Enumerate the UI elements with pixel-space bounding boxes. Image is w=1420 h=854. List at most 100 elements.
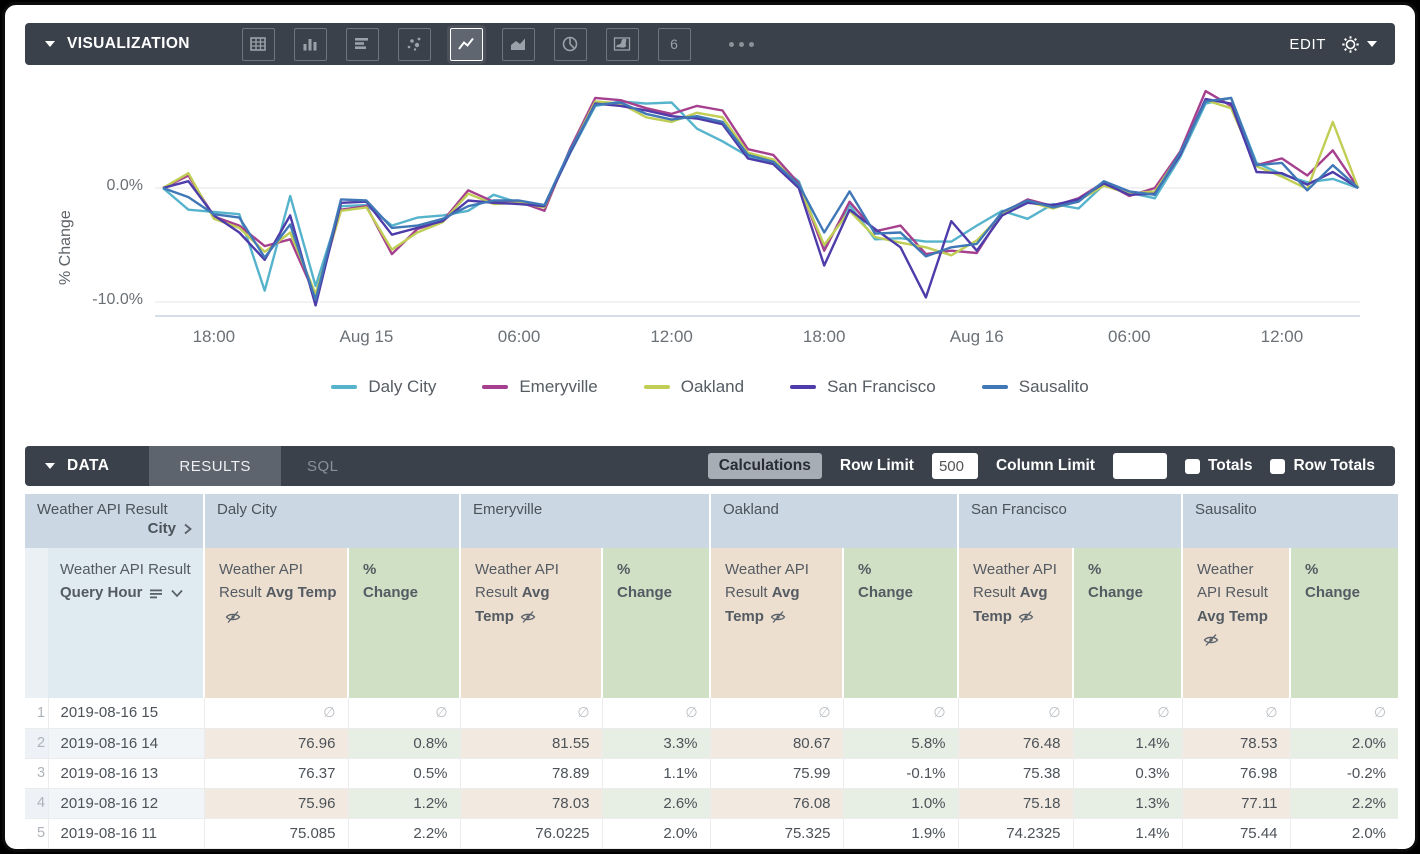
pct-change-cell[interactable]: ∅ <box>347 698 461 729</box>
column-header-pct-change[interactable]: % Change <box>1072 548 1183 698</box>
avg-temp-cell[interactable]: ∅ <box>957 698 1074 729</box>
data-collapse-caret-icon[interactable] <box>45 463 55 469</box>
avg-temp-cell[interactable]: 78.53 <box>1181 728 1291 759</box>
avg-temp-cell[interactable]: 76.96 <box>203 728 348 759</box>
column-group-header-daly-city[interactable]: Daly City <box>202 494 461 548</box>
avg-temp-cell[interactable]: 75.44 <box>1181 818 1291 849</box>
avg-temp-cell[interactable]: 75.38 <box>957 758 1074 789</box>
viz-type-line-chart[interactable] <box>449 27 483 61</box>
hour-cell[interactable]: 2019-08-16 14 <box>47 728 204 759</box>
avg-temp-cell[interactable]: 76.48 <box>957 728 1074 759</box>
pct-change-cell[interactable]: 2.2% <box>347 818 461 849</box>
viz-type-table[interactable] <box>241 27 275 61</box>
avg-temp-cell[interactable]: ∅ <box>709 698 844 729</box>
column-header-avg-temp[interactable]: Weather API Result Avg Temp <box>709 548 844 698</box>
pct-change-cell[interactable]: 2.0% <box>1289 728 1399 759</box>
row-totals-checkbox[interactable] <box>1270 458 1286 474</box>
pct-change-cell[interactable]: 2.6% <box>601 788 711 819</box>
column-header-query-hour[interactable]: Weather API Result Query Hour <box>48 548 204 698</box>
pct-change-cell[interactable]: ∅ <box>842 698 959 729</box>
settings-button[interactable] <box>1340 34 1377 55</box>
line-chart-icon <box>458 37 475 50</box>
column-header-avg-temp[interactable]: Weather API Result Avg Temp <box>957 548 1074 698</box>
avg-temp-cell[interactable]: ∅ <box>203 698 348 729</box>
pct-change-cell[interactable]: 0.3% <box>1072 758 1183 789</box>
avg-temp-cell[interactable]: 75.96 <box>203 788 348 819</box>
tab-results[interactable]: RESULTS <box>149 446 281 486</box>
pct-change-cell[interactable]: -0.1% <box>842 758 959 789</box>
table-row: 1 2019-08-16 15 ∅ ∅ ∅ ∅ ∅ ∅ ∅ ∅ ∅ ∅ <box>25 698 1399 729</box>
avg-temp-cell[interactable]: 74.2325 <box>957 818 1074 849</box>
pivot-header-city[interactable]: Weather API Result City <box>25 494 204 548</box>
column-header-avg-temp[interactable]: Weather API Result Avg Temp <box>1181 548 1291 698</box>
tab-sql[interactable]: SQL <box>306 457 339 475</box>
legend-swatch <box>482 385 509 389</box>
pct-change-cell[interactable]: ∅ <box>601 698 711 729</box>
column-header-pct-change[interactable]: % Change <box>842 548 959 698</box>
pct-change-cell[interactable]: 2.0% <box>1289 818 1399 849</box>
avg-temp-cell[interactable]: 81.55 <box>459 728 603 759</box>
pct-change-cell[interactable]: 5.8% <box>842 728 959 759</box>
calculations-button[interactable]: Calculations <box>707 453 822 479</box>
totals-checkbox[interactable] <box>1184 458 1200 474</box>
hour-cell[interactable]: 2019-08-16 13 <box>47 758 204 789</box>
column-group-header-emeryville[interactable]: Emeryville <box>459 494 711 548</box>
pct-change-cell[interactable]: 0.8% <box>347 728 461 759</box>
pct-change-cell[interactable]: 1.4% <box>1072 728 1183 759</box>
column-group-header-oakland[interactable]: Oakland <box>709 494 959 548</box>
avg-temp-cell[interactable]: 75.99 <box>709 758 844 789</box>
viz-type-column-chart[interactable] <box>293 27 327 61</box>
pct-change-cell[interactable]: 1.3% <box>1072 788 1183 819</box>
chart-area: % Change 0.0% -10.0% 18:00 Aug 15 06:00 12:0… <box>5 65 1415 446</box>
edit-button[interactable]: EDIT <box>1289 35 1326 53</box>
more-chart-types-icon[interactable] <box>728 41 754 47</box>
avg-temp-cell[interactable]: 80.67 <box>709 728 844 759</box>
avg-temp-cell[interactable]: 76.98 <box>1181 758 1291 789</box>
pct-change-cell[interactable]: 1.4% <box>1072 818 1183 849</box>
column-header-pct-change[interactable]: % Change <box>346 548 461 698</box>
viz-type-area-chart[interactable] <box>501 27 535 61</box>
column-header-avg-temp[interactable]: Weather API Result Avg Temp <box>203 548 348 698</box>
avg-temp-cell[interactable]: 75.325 <box>709 818 844 849</box>
avg-temp-cell[interactable]: 75.085 <box>203 818 348 849</box>
pct-change-cell[interactable]: -0.2% <box>1289 758 1399 789</box>
avg-temp-cell[interactable]: 78.03 <box>459 788 603 819</box>
avg-temp-cell[interactable]: ∅ <box>1181 698 1291 729</box>
avg-temp-cell[interactable]: 76.37 <box>203 758 348 789</box>
column-limit-input[interactable] <box>1112 453 1167 479</box>
avg-temp-cell[interactable]: 75.18 <box>957 788 1074 819</box>
column-group-header-sausalito[interactable]: Sausalito <box>1181 494 1399 548</box>
collapse-caret-icon[interactable] <box>45 41 55 47</box>
viz-type-map[interactable] <box>605 27 639 61</box>
viz-type-single-value[interactable]: 6 <box>657 27 691 61</box>
column-header-pct-change[interactable]: % Change <box>601 548 711 698</box>
avg-temp-cell[interactable]: 78.89 <box>459 758 603 789</box>
pct-change-cell[interactable]: 0.5% <box>347 758 461 789</box>
avg-temp-cell[interactable]: ∅ <box>459 698 603 729</box>
column-header-avg-temp[interactable]: Weather API Result Avg Temp <box>459 548 603 698</box>
hour-cell[interactable]: 2019-08-16 11 <box>47 818 204 849</box>
avg-temp-cell[interactable]: 76.0225 <box>459 818 603 849</box>
column-header-pct-change[interactable]: % Change <box>1289 548 1399 698</box>
pct-change-cell[interactable]: 3.3% <box>601 728 711 759</box>
viz-type-bar-chart[interactable] <box>345 27 379 61</box>
pct-change-cell[interactable]: ∅ <box>1072 698 1183 729</box>
avg-temp-cell[interactable]: 77.11 <box>1181 788 1291 819</box>
avg-temp-cell[interactable]: 76.08 <box>709 788 844 819</box>
hour-cell[interactable]: 2019-08-16 12 <box>47 788 204 819</box>
pct-change-cell[interactable]: 2.2% <box>1289 788 1399 819</box>
hour-cell[interactable]: 2019-08-16 15 <box>47 698 204 729</box>
pct-change-cell[interactable]: 1.1% <box>601 758 711 789</box>
column-group-header-san-francisco[interactable]: San Francisco <box>957 494 1183 548</box>
pct-change-cell[interactable]: 1.9% <box>842 818 959 849</box>
pct-change-cell[interactable]: 2.0% <box>601 818 711 849</box>
row-limit-input[interactable] <box>931 453 978 479</box>
pct-change-cell[interactable]: ∅ <box>1289 698 1399 729</box>
series-line-sausalito <box>162 96 1360 301</box>
viz-type-scatter-plot[interactable] <box>397 27 431 61</box>
viz-type-pie-chart[interactable] <box>553 27 587 61</box>
pct-change-cell[interactable]: 1.0% <box>842 788 959 819</box>
map-icon <box>614 37 631 51</box>
pct-change-cell[interactable]: 1.2% <box>347 788 461 819</box>
legend-label: Emeryville <box>519 377 598 396</box>
